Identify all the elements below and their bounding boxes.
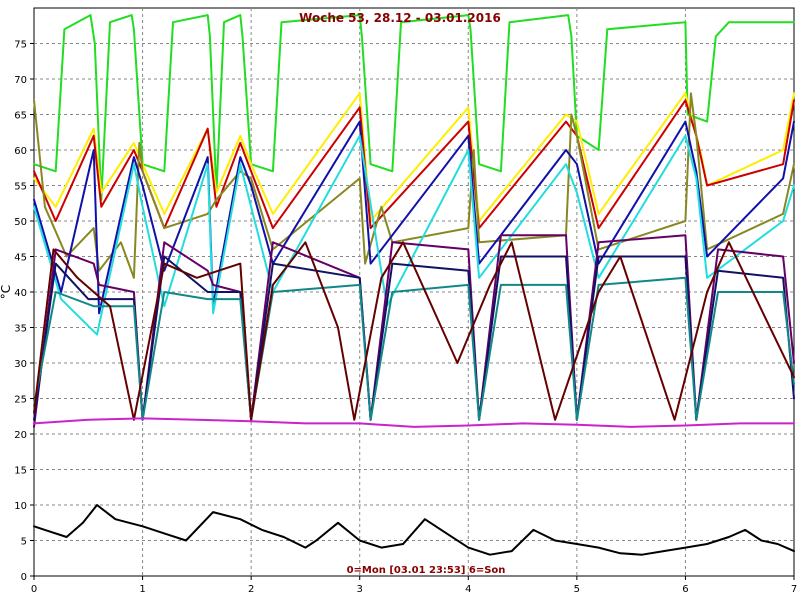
y-tick-label: 25 — [14, 395, 27, 406]
y-tick-label: 5 — [21, 537, 27, 548]
y-tick-label: 10 — [14, 501, 27, 512]
x-tick-label: 0 — [31, 584, 37, 595]
series-line-1 — [33, 14, 795, 201]
x-tick-label: 7 — [791, 584, 797, 595]
y-tick-label: 55 — [14, 182, 27, 193]
series-lines — [33, 14, 795, 556]
series-line-2 — [33, 92, 795, 222]
y-tick-label: 35 — [14, 324, 27, 335]
y-tick-label: 60 — [14, 146, 27, 157]
series-line-5 — [33, 120, 795, 315]
x-tick-label: 4 — [465, 584, 471, 595]
x-tick-label: 1 — [139, 584, 145, 595]
series-line-4 — [33, 92, 795, 279]
y-tick-label: 15 — [14, 466, 27, 477]
series-line-6 — [33, 134, 795, 336]
series-line-12 — [33, 504, 795, 556]
y-axis-label: °C — [0, 285, 13, 299]
y-tick-label: 0 — [21, 572, 27, 583]
series-line-11 — [33, 417, 795, 428]
x-tick-label: 5 — [574, 584, 580, 595]
x-tick-label: 3 — [357, 584, 363, 595]
y-tick-label: 40 — [14, 288, 27, 299]
series-line-3 — [33, 99, 795, 230]
chart-title: Woche 53, 28.12 - 03.01.2016 — [299, 11, 501, 25]
y-tick-label: 30 — [14, 359, 27, 370]
x-tick-label: 6 — [682, 584, 688, 595]
y-tick-label: 20 — [14, 430, 27, 441]
series-line-10 — [33, 241, 795, 421]
x-tick-label: 2 — [248, 584, 254, 595]
y-tick-label: 50 — [14, 217, 27, 228]
y-tick-label: 75 — [14, 40, 27, 51]
y-tick-label: 45 — [14, 253, 27, 264]
series-line-9 — [33, 276, 795, 421]
footer-label: 0=Mon [03.01 23:53] 6=Son — [347, 565, 506, 576]
y-tick-label: 70 — [14, 75, 27, 86]
y-tick-label: 65 — [14, 111, 27, 122]
